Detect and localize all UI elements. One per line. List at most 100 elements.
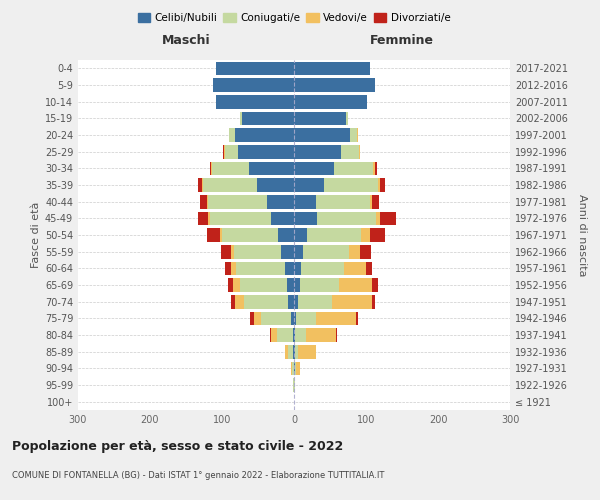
Bar — [294, 328, 295, 342]
Bar — [250, 312, 254, 325]
Bar — [294, 95, 367, 108]
Bar — [230, 262, 236, 275]
Bar — [235, 128, 294, 142]
Bar — [295, 362, 296, 375]
Bar — [221, 245, 230, 258]
Bar — [266, 195, 294, 208]
Bar — [236, 262, 286, 275]
Bar — [286, 345, 287, 358]
Bar — [229, 128, 235, 142]
Bar — [200, 195, 207, 208]
Bar — [233, 278, 240, 292]
Bar — [197, 178, 202, 192]
Bar — [340, 278, 372, 292]
Bar — [293, 328, 294, 342]
Bar — [294, 195, 316, 208]
Bar — [298, 345, 316, 358]
Bar — [295, 328, 305, 342]
Bar — [216, 62, 294, 75]
Bar — [366, 262, 372, 275]
Bar — [294, 212, 317, 225]
Bar — [210, 162, 211, 175]
Bar — [294, 78, 374, 92]
Bar — [360, 245, 371, 258]
Bar — [307, 228, 361, 242]
Text: Maschi: Maschi — [161, 34, 211, 46]
Bar — [336, 328, 337, 342]
Bar — [295, 345, 298, 358]
Bar — [376, 212, 380, 225]
Bar — [242, 112, 294, 125]
Bar — [202, 178, 203, 192]
Bar — [294, 362, 295, 375]
Bar — [257, 178, 294, 192]
Bar — [344, 262, 366, 275]
Bar — [380, 178, 385, 192]
Bar — [287, 278, 294, 292]
Bar — [346, 112, 348, 125]
Bar — [288, 295, 294, 308]
Bar — [294, 62, 370, 75]
Bar — [296, 362, 300, 375]
Bar — [341, 145, 359, 158]
Bar — [324, 178, 378, 192]
Bar — [261, 312, 291, 325]
Bar — [271, 212, 294, 225]
Bar — [294, 228, 307, 242]
Y-axis label: Anni di nascita: Anni di nascita — [577, 194, 587, 276]
Bar — [294, 295, 298, 308]
Bar — [224, 145, 225, 158]
Bar — [356, 312, 358, 325]
Bar — [373, 162, 374, 175]
Bar — [293, 345, 294, 358]
Bar — [240, 278, 287, 292]
Legend: Celibi/Nubili, Coniugati/e, Vedovi/e, Divorziati/e: Celibi/Nubili, Coniugati/e, Vedovi/e, Di… — [133, 9, 455, 28]
Bar — [334, 162, 373, 175]
Bar — [294, 345, 295, 358]
Bar — [374, 162, 377, 175]
Bar — [250, 162, 294, 175]
Bar — [207, 195, 208, 208]
Bar — [208, 212, 210, 225]
Bar — [294, 145, 341, 158]
Bar — [292, 362, 294, 375]
Bar — [222, 228, 278, 242]
Bar — [198, 212, 208, 225]
Bar — [302, 245, 349, 258]
Bar — [305, 328, 336, 342]
Bar — [291, 362, 292, 375]
Bar — [294, 162, 334, 175]
Bar — [235, 295, 244, 308]
Bar — [291, 312, 294, 325]
Bar — [287, 345, 293, 358]
Bar — [300, 278, 340, 292]
Bar — [378, 178, 380, 192]
Bar — [372, 195, 379, 208]
Bar — [316, 195, 370, 208]
Bar — [361, 228, 370, 242]
Bar — [294, 178, 324, 192]
Bar — [281, 245, 294, 258]
Bar — [316, 312, 356, 325]
Bar — [372, 295, 376, 308]
Bar — [332, 295, 372, 308]
Bar — [350, 128, 358, 142]
Bar — [208, 195, 266, 208]
Bar — [270, 328, 271, 342]
Bar — [294, 112, 346, 125]
Bar — [230, 245, 234, 258]
Bar — [254, 312, 261, 325]
Bar — [225, 145, 238, 158]
Bar — [370, 195, 372, 208]
Bar — [294, 262, 301, 275]
Bar — [232, 295, 235, 308]
Bar — [229, 278, 233, 292]
Bar — [210, 212, 271, 225]
Bar — [214, 78, 294, 92]
Bar — [238, 145, 294, 158]
Bar — [294, 245, 302, 258]
Bar — [372, 278, 377, 292]
Bar — [294, 312, 296, 325]
Bar — [216, 95, 294, 108]
Bar — [349, 245, 360, 258]
